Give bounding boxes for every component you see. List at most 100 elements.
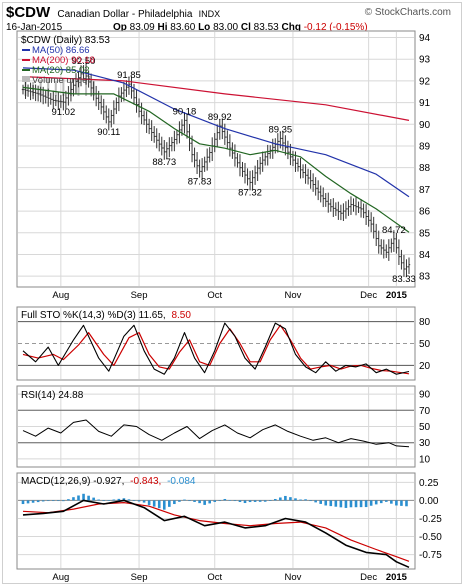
macd-histogram-bar [314, 500, 317, 503]
macd-histogram-bar [183, 499, 186, 501]
macd-histogram-bar [228, 499, 232, 501]
macd-histogram-bar [263, 500, 267, 502]
macd-histogram-bar [147, 500, 151, 506]
price-y-tick: 89 [419, 141, 431, 152]
grid-layer [18, 32, 414, 568]
macd-histogram-bar [142, 500, 146, 503]
macd-histogram-bar [46, 500, 50, 502]
macd-histogram-bar [284, 495, 287, 501]
price-annotation: 89.92 [208, 112, 232, 123]
change-label: Chg [281, 22, 301, 33]
macd-histogram-bar [329, 500, 333, 507]
macd-histogram-bar [87, 495, 90, 501]
price-annotation: 89.35 [268, 124, 292, 135]
price-annotation: 87.83 [188, 176, 212, 187]
macd-histogram-bar [324, 500, 328, 506]
stochastic-legend: Full STO %K(14,3) %D(3) 11.65, 8.50 [21, 310, 191, 321]
macd-histogram-bar [390, 500, 393, 504]
x-axis-label: Dec [360, 290, 377, 301]
macd-histogram-bar [173, 500, 176, 505]
macd-histogram-bar [168, 500, 171, 507]
macd-histogram-bar [57, 500, 60, 502]
x-axis-label-bottom: Dec [360, 572, 377, 583]
macd-histogram-bar [36, 500, 40, 503]
macd-histogram-bar [21, 500, 25, 505]
volume-bar [54, 81, 57, 96]
ma200-line [22, 76, 410, 121]
macd-y-tick: -0.75 [419, 550, 442, 561]
macd-histogram-bar [82, 493, 85, 501]
macd-histogram-bar [51, 500, 55, 502]
macd-y-tick: -0.25 [419, 514, 442, 525]
price-y-tick: 83 [419, 272, 431, 283]
chart-canvas: 83 84 85 86 87 88 89 90 91 92 93 94 92.50 91.85 91.02 9… [16, 30, 442, 583]
macd-histogram-bar [117, 498, 121, 501]
x-axis-label: Nov [284, 290, 301, 301]
stochastic-y-tick: 80 [419, 317, 431, 328]
rsi-y-tick: 90 [419, 390, 431, 401]
macd-histogram-bar [213, 500, 217, 502]
high-label: Hi [157, 22, 168, 33]
quote-line: Op 83.09 Hi 83.60 Lo 83.00 Cl 83.53 Chg … [113, 22, 368, 33]
macd-histogram-bar [112, 499, 116, 501]
price-y-tick: 91 [419, 98, 431, 109]
macd-histogram-bar [294, 498, 297, 501]
legend-ma200: MA(200) 90.18 [32, 55, 95, 66]
macd-histogram-bar [364, 500, 368, 508]
low-value: 83.00 [213, 22, 239, 33]
macd-histogram-bar [92, 497, 95, 501]
x-axis-label-bottom: Aug [52, 572, 69, 583]
macd-histogram-bar [62, 500, 65, 502]
price-y-tick: 92 [419, 76, 431, 87]
legend-stochastic-d: 8.50 [171, 310, 191, 321]
price-y-tick: 86 [419, 207, 431, 218]
macd-histogram-bar [344, 500, 348, 508]
macd-histogram-bar [289, 497, 292, 501]
volume-bar [85, 78, 88, 96]
price-y-tick: 87 [419, 185, 431, 196]
legend-rsi: RSI(14) 24.88 [21, 390, 84, 401]
macd-histogram-bar [102, 500, 106, 502]
macd-histogram-bar [137, 500, 141, 502]
macd-histogram-bar [127, 499, 131, 501]
price-annotation: 90.11 [97, 127, 120, 138]
quote-date: 16-Jan-2015 [6, 22, 63, 33]
macd-histogram-bar [162, 500, 166, 510]
macd-histogram-bar [26, 500, 30, 504]
macd-histogram-bar [379, 500, 383, 504]
ma20-line [22, 86, 410, 233]
symbol: $CDW [6, 4, 51, 21]
price-annotation: 87.32 [238, 187, 262, 198]
high-value: 83.60 [170, 22, 196, 33]
macd-histogram-bar [273, 498, 277, 501]
stochastic-pct-d-line [22, 324, 410, 375]
macd-histogram-bar [369, 500, 373, 506]
price-annotation: 91.85 [117, 70, 141, 81]
macd-histogram-bar [309, 500, 312, 502]
rsi-y-tick: 70 [419, 406, 431, 417]
exchange: INDX [198, 9, 221, 19]
macd-histogram-bar [233, 500, 237, 502]
stochastic-y-tick: 20 [419, 361, 431, 372]
macd-histogram-bar [188, 500, 191, 502]
price-y-tick: 90 [419, 120, 431, 131]
macd-histogram-bar [41, 500, 45, 502]
macd-histogram-bar [31, 500, 35, 503]
close-label: Cl [240, 22, 251, 33]
macd-histogram-bar [243, 500, 247, 504]
legend-ma50: MA(50) 86.66 [32, 45, 90, 56]
price-y-tick: 84 [419, 250, 431, 261]
stochastic-y-tick: 50 [419, 339, 431, 350]
price-annotation: 92.50 [72, 56, 96, 67]
macd-histogram-bar [152, 500, 156, 507]
macd-histogram-bar [107, 500, 111, 501]
x-axis-label: 2015 [386, 290, 408, 301]
price-annotation: 90.18 [173, 106, 197, 117]
macd-histogram-bar [349, 500, 353, 508]
legend-stochastic: Full STO %K(14,3) %D(3) 11.65, 8.50 [21, 310, 191, 321]
price-annotation: 91.02 [51, 107, 75, 118]
macd-histogram-bar [248, 500, 252, 503]
macd-histogram-bar [405, 500, 408, 507]
brand-watermark: © StockCharts.com [364, 7, 451, 18]
macd-histogram-bar [339, 500, 343, 508]
